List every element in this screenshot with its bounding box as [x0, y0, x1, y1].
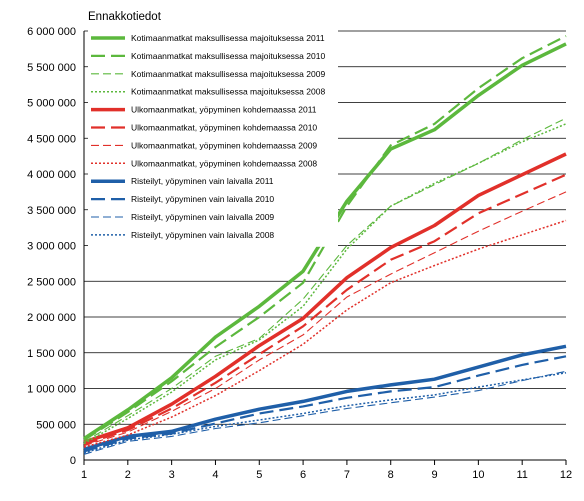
series-line-12 [83, 372, 567, 454]
legend-label: Risteilyt, yöpyminen vain laivalla 2010 [131, 194, 274, 204]
x-tick-label: 11 [516, 469, 527, 481]
series-line-7 [83, 191, 567, 447]
x-tick-label: 10 [472, 469, 484, 481]
y-tick-label: 3 500 000 [27, 205, 76, 217]
y-tick-label: 4 500 000 [27, 133, 76, 145]
x-tick-label: 6 [300, 469, 306, 481]
y-tick-label: 4 000 000 [27, 169, 76, 181]
legend-background [88, 30, 338, 247]
x-tick-label: 9 [431, 469, 437, 481]
x-tick-label: 2 [125, 469, 131, 481]
series-line-11 [83, 370, 567, 455]
y-tick-label: 0 [70, 455, 76, 467]
y-tick-label: 5 500 000 [27, 62, 76, 74]
series-line-8 [83, 219, 567, 448]
legend: Kotimaanmatkat maksullisessa majoitukses… [91, 33, 325, 240]
x-tick-label: 5 [256, 469, 262, 481]
legend-label: Risteilyt, yöpyminen vain laivalla 2009 [131, 212, 274, 222]
legend-label: Risteilyt, yöpyminen vain laivalla 2008 [131, 230, 274, 240]
legend-label: Ulkomaanmatkat, yöpyminen kohdemaassa 20… [131, 105, 317, 115]
chart-title: Ennakkotiedot [88, 11, 162, 23]
series-line-4 [83, 123, 567, 445]
y-tick-label: 1 000 000 [27, 384, 76, 396]
legend-label: Kotimaanmatkat maksullisessa majoitukses… [131, 69, 325, 79]
x-tick-label: 8 [388, 469, 394, 481]
series-line-10 [83, 355, 567, 453]
series-line-3 [83, 117, 567, 443]
legend-label: Ulkomaanmatkat, yöpyminen kohdemaassa 20… [131, 158, 317, 168]
axes [83, 31, 567, 465]
x-tick-label: 7 [344, 469, 350, 481]
x-tick-label: 1 [81, 469, 87, 481]
x-tick-label: 4 [212, 469, 218, 481]
x-tick-label: 3 [169, 469, 175, 481]
y-tick-label: 6 000 000 [27, 26, 76, 38]
x-tick-label: 12 [560, 469, 572, 481]
series-line-5 [83, 152, 567, 444]
legend-label: Ulkomaanmatkat, yöpyminen kohdemaassa 20… [131, 123, 317, 133]
legend-label: Kotimaanmatkat maksullisessa majoitukses… [131, 87, 325, 97]
y-tick-label: 3 000 000 [27, 241, 76, 253]
y-tick-label: 500 000 [36, 419, 76, 431]
legend-label: Kotimaanmatkat maksullisessa majoitukses… [131, 51, 325, 61]
y-tick-label: 5 000 000 [27, 98, 76, 110]
y-tick-labels: 0 500 000 1 000 000 1 500 000 2 000 000 2 500… [27, 26, 76, 467]
y-tick-label: 2 000 000 [27, 312, 76, 324]
legend-label: Ulkomaanmatkat, yöpyminen kohdemaassa 20… [131, 140, 317, 150]
x-tick-labels: 1 2 3 4 5 6 7 8 9 10 11 12 [81, 469, 572, 481]
y-tick-label: 2 500 000 [27, 276, 76, 288]
series-line-9 [83, 344, 567, 451]
series-line-6 [83, 173, 567, 446]
legend-label: Risteilyt, yöpyminen vain laivalla 2011 [131, 176, 274, 186]
legend-label: Kotimaanmatkat maksullisessa majoitukses… [131, 33, 325, 43]
y-tick-label: 1 500 000 [27, 348, 76, 360]
